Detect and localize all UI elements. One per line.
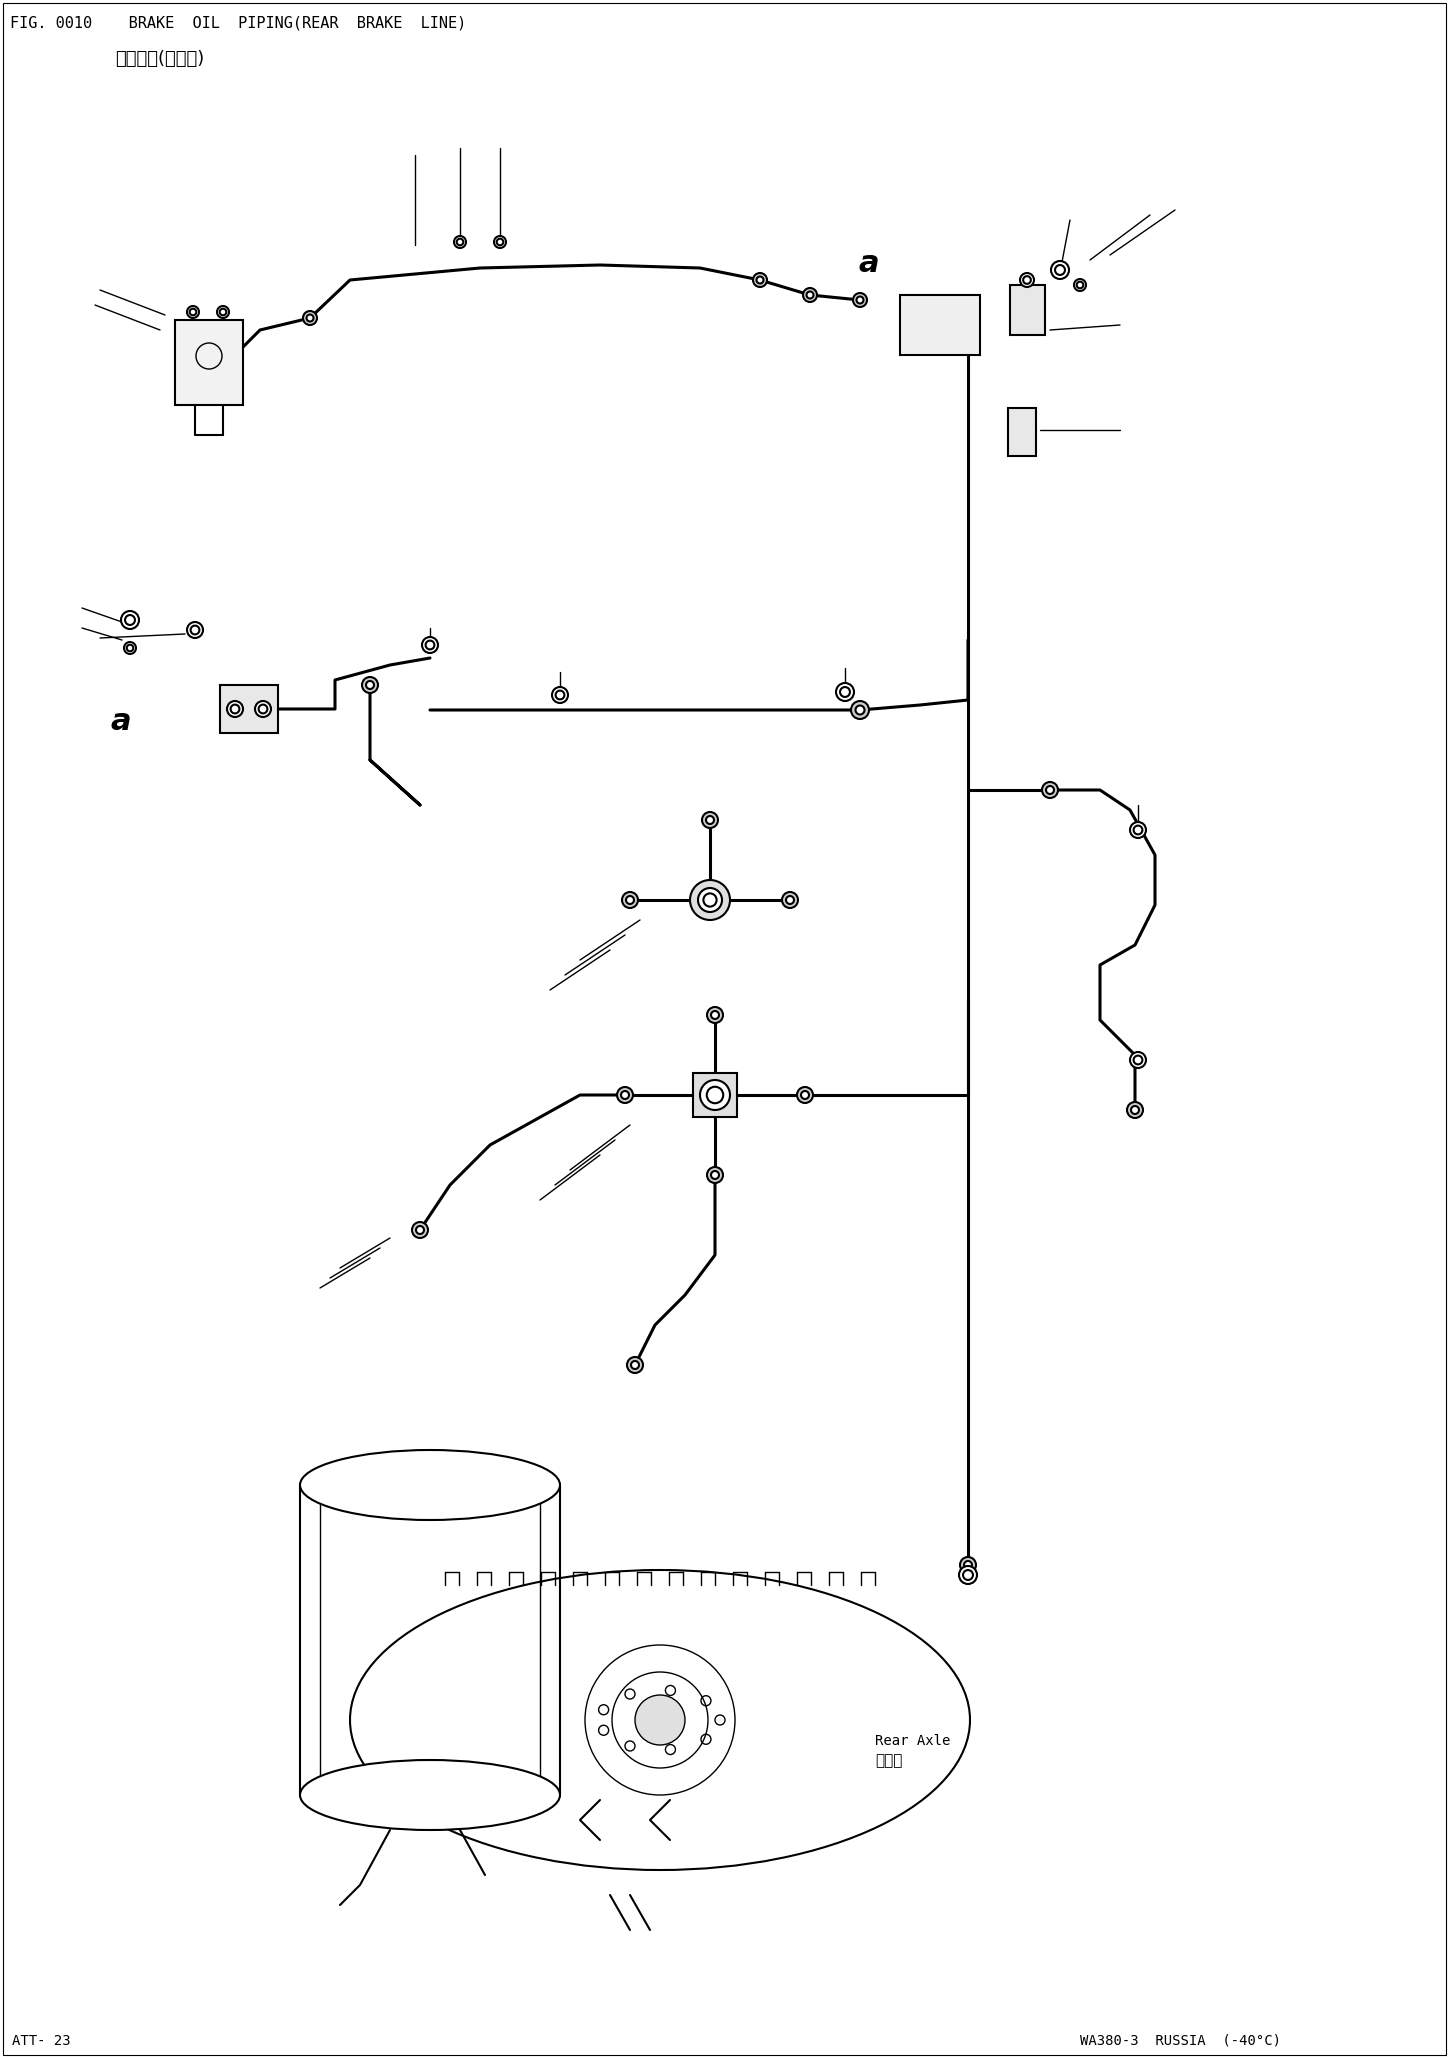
Circle shape	[856, 296, 864, 303]
Circle shape	[494, 237, 506, 249]
Circle shape	[797, 1087, 813, 1103]
Circle shape	[851, 702, 869, 718]
Circle shape	[707, 1006, 723, 1023]
Text: a: a	[110, 708, 130, 737]
Circle shape	[1132, 1105, 1139, 1113]
Circle shape	[622, 1091, 629, 1099]
Circle shape	[807, 292, 813, 298]
Ellipse shape	[351, 1570, 969, 1871]
Circle shape	[707, 1167, 723, 1183]
Circle shape	[626, 895, 635, 903]
Bar	[1010, 284, 1045, 335]
Circle shape	[191, 626, 200, 634]
Text: 制动管路(后制动): 制动管路(后制动)	[114, 49, 204, 68]
Circle shape	[1020, 274, 1035, 286]
Circle shape	[961, 1558, 977, 1572]
Circle shape	[801, 1091, 809, 1099]
Circle shape	[1133, 825, 1142, 833]
Circle shape	[230, 704, 239, 714]
Circle shape	[1130, 821, 1146, 838]
Circle shape	[635, 1696, 685, 1745]
Circle shape	[552, 687, 568, 704]
Circle shape	[454, 237, 467, 249]
Circle shape	[258, 704, 268, 714]
Circle shape	[622, 891, 638, 908]
Circle shape	[426, 640, 435, 650]
Text: WA380-3  RUSSIA  (-40°C): WA380-3 RUSSIA (-40°C)	[1080, 2033, 1281, 2048]
Circle shape	[1130, 1052, 1146, 1068]
Circle shape	[711, 1010, 719, 1019]
Text: ATT- 23: ATT- 23	[12, 2033, 71, 2048]
Text: 后车轴: 后车轴	[875, 1753, 903, 1768]
Circle shape	[836, 683, 853, 702]
Text: a: a	[858, 249, 878, 278]
Circle shape	[1055, 265, 1065, 276]
Circle shape	[964, 1570, 972, 1581]
Circle shape	[706, 817, 714, 823]
Circle shape	[959, 1566, 977, 1585]
Circle shape	[853, 292, 867, 307]
Circle shape	[803, 288, 817, 303]
Circle shape	[617, 1087, 633, 1103]
Circle shape	[753, 274, 767, 286]
Circle shape	[840, 687, 851, 698]
Circle shape	[497, 239, 503, 245]
Ellipse shape	[300, 1451, 559, 1521]
Circle shape	[362, 677, 378, 694]
Circle shape	[422, 638, 438, 652]
Circle shape	[307, 315, 313, 321]
Circle shape	[555, 691, 565, 700]
Circle shape	[1077, 282, 1084, 288]
Circle shape	[698, 887, 722, 912]
Circle shape	[1046, 786, 1053, 794]
Circle shape	[630, 1360, 639, 1369]
Circle shape	[125, 615, 135, 626]
Circle shape	[416, 1227, 425, 1235]
Circle shape	[255, 702, 271, 716]
Circle shape	[855, 706, 865, 714]
Circle shape	[125, 642, 136, 654]
Bar	[1009, 407, 1036, 457]
Circle shape	[126, 644, 133, 650]
Circle shape	[187, 622, 203, 638]
Circle shape	[220, 309, 226, 315]
Text: FIG. 0010    BRAKE  OIL  PIPING(REAR  BRAKE  LINE): FIG. 0010 BRAKE OIL PIPING(REAR BRAKE LI…	[10, 14, 467, 31]
Circle shape	[627, 1356, 643, 1373]
Bar	[693, 1072, 738, 1117]
Circle shape	[227, 702, 243, 716]
Ellipse shape	[300, 1760, 559, 1830]
Bar	[175, 319, 243, 405]
Bar	[900, 294, 980, 354]
Circle shape	[1127, 1101, 1143, 1117]
Circle shape	[707, 1087, 723, 1103]
Circle shape	[964, 1562, 972, 1568]
Circle shape	[700, 1080, 730, 1109]
Text: Rear Axle: Rear Axle	[875, 1735, 951, 1747]
Circle shape	[1051, 261, 1069, 280]
Circle shape	[711, 1171, 719, 1179]
Circle shape	[690, 881, 730, 920]
Circle shape	[217, 307, 229, 319]
Circle shape	[122, 611, 139, 630]
Bar	[220, 685, 278, 733]
Circle shape	[367, 681, 374, 689]
Circle shape	[190, 309, 196, 315]
Circle shape	[1133, 1056, 1142, 1064]
Circle shape	[1042, 782, 1058, 799]
Circle shape	[187, 307, 199, 319]
Circle shape	[756, 276, 764, 284]
Circle shape	[782, 891, 798, 908]
Circle shape	[703, 893, 717, 908]
Circle shape	[701, 813, 719, 827]
Circle shape	[303, 311, 317, 325]
Circle shape	[456, 239, 464, 245]
Circle shape	[412, 1222, 427, 1239]
Circle shape	[785, 895, 794, 903]
Circle shape	[1074, 280, 1085, 290]
Circle shape	[1023, 276, 1030, 284]
